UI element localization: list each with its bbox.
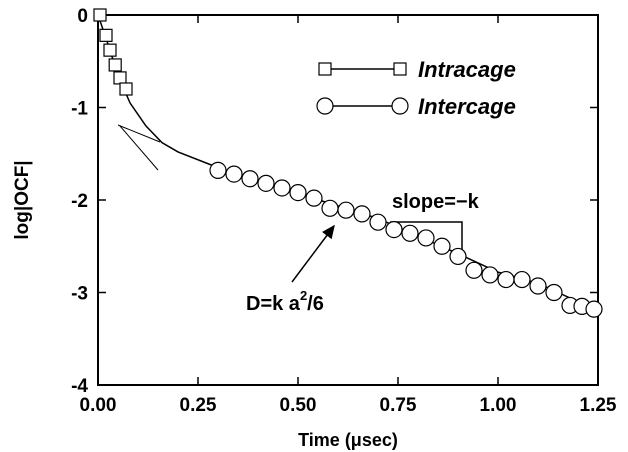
y-tick-label: -3 bbox=[71, 284, 88, 305]
tangent-line bbox=[119, 125, 159, 171]
circle-marker bbox=[305, 189, 323, 207]
y-tick-label: -1 bbox=[71, 99, 88, 120]
x-tick-label: 1.25 bbox=[580, 395, 617, 416]
square-marker bbox=[108, 58, 122, 72]
tangent-line bbox=[117, 124, 161, 143]
circle-marker bbox=[385, 221, 403, 239]
circle-marker bbox=[209, 161, 227, 179]
circle-marker bbox=[289, 184, 307, 202]
circle-marker bbox=[585, 300, 603, 318]
square-marker bbox=[113, 71, 127, 85]
square-marker bbox=[93, 8, 107, 22]
square-marker bbox=[99, 28, 113, 42]
slope-annotation: slope=−k bbox=[392, 191, 480, 213]
circle-marker bbox=[433, 237, 451, 255]
circle-marker bbox=[481, 266, 499, 284]
x-axis-label: Time (μsec) bbox=[298, 430, 398, 450]
circle-marker bbox=[369, 213, 387, 231]
x-tick-label: 0.50 bbox=[280, 395, 317, 416]
circle-marker bbox=[241, 170, 259, 188]
y-axis-label: log|OCF| bbox=[12, 160, 33, 239]
circle-marker bbox=[497, 270, 515, 289]
circle-marker bbox=[465, 261, 483, 279]
legend-marker bbox=[316, 97, 334, 115]
y-tick-label: -4 bbox=[71, 376, 88, 397]
y-tick-label: -2 bbox=[71, 191, 88, 212]
circle-marker bbox=[529, 277, 547, 295]
circle-marker bbox=[353, 205, 371, 223]
curve bbox=[97, 14, 599, 312]
x-tick-label: 0.75 bbox=[380, 395, 417, 416]
annotation-arrow bbox=[291, 224, 335, 283]
circle-marker bbox=[449, 247, 467, 266]
circle-marker bbox=[321, 199, 339, 217]
square-marker bbox=[103, 43, 117, 57]
diffusion-annotation: D=k a2/6 bbox=[246, 288, 324, 315]
legend-marker bbox=[391, 97, 409, 115]
circle-marker bbox=[513, 270, 531, 289]
circle-marker bbox=[337, 201, 355, 219]
circle-marker bbox=[225, 165, 243, 183]
legend-marker bbox=[393, 62, 407, 76]
plot-frame bbox=[97, 14, 599, 386]
circle-marker bbox=[273, 179, 291, 197]
circle-marker bbox=[401, 224, 419, 242]
circle-marker bbox=[417, 229, 435, 247]
legend-label: Intracage bbox=[418, 57, 516, 82]
circle-marker bbox=[257, 174, 275, 192]
x-tick-label: 1.00 bbox=[480, 395, 517, 416]
legend-marker bbox=[318, 62, 332, 76]
circle-marker bbox=[545, 283, 563, 302]
square-marker bbox=[119, 82, 133, 96]
slope-triangle bbox=[390, 221, 463, 262]
y-tick-label: 0 bbox=[77, 6, 88, 27]
x-tick-label: 0.25 bbox=[180, 395, 217, 416]
x-tick-label: 0.00 bbox=[80, 395, 117, 416]
legend-label: Intercage bbox=[418, 94, 516, 119]
